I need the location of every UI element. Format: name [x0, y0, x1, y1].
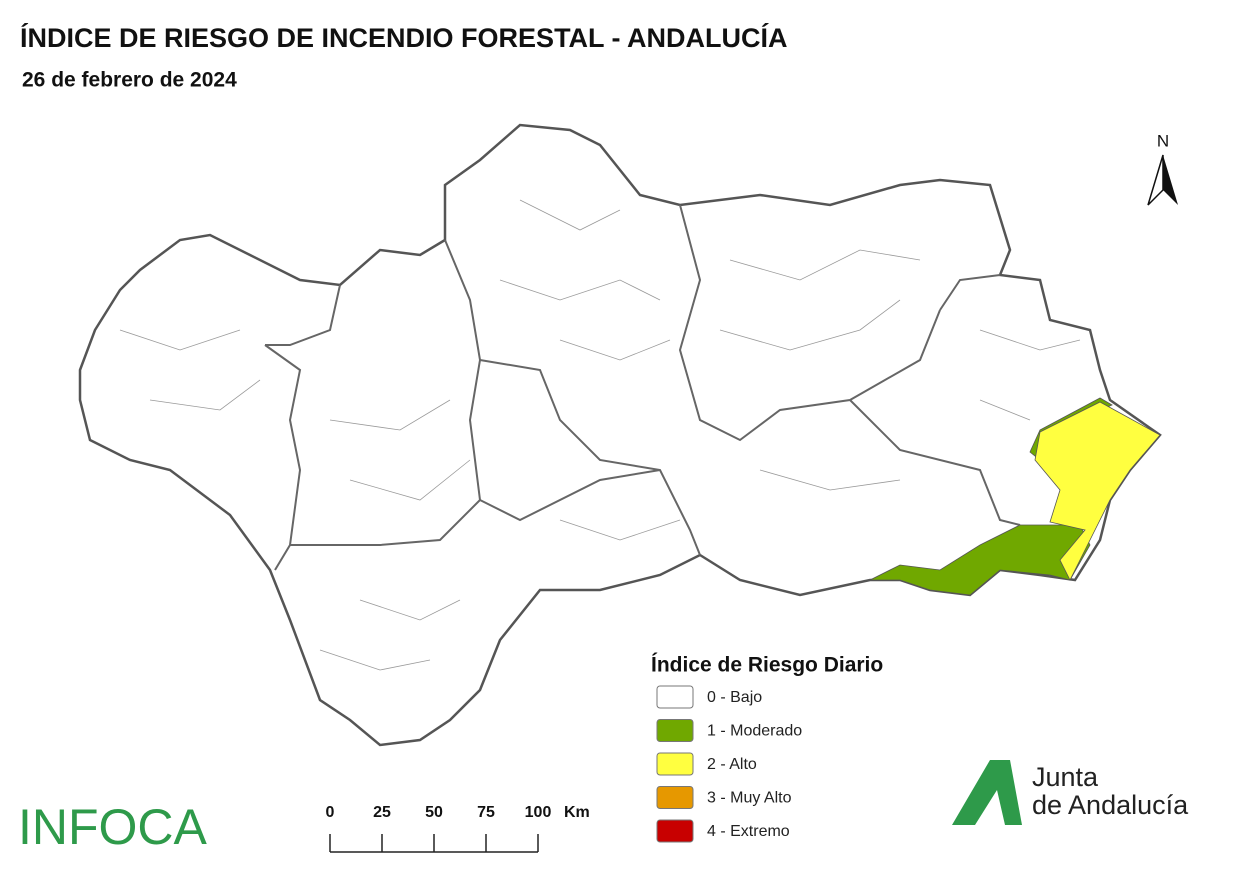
infoca-logo: INFOCA: [18, 799, 208, 855]
date: 26 de febrero de 2024: [22, 69, 237, 92]
scale-label: 0: [326, 804, 335, 821]
north-arrow: [1163, 155, 1178, 205]
region-high: [1034, 401, 1161, 581]
border: [119, 199, 1081, 671]
north-label: N: [1157, 131, 1169, 150]
border: [849, 399, 1021, 526]
legend-swatch: [656, 786, 694, 809]
legend-label: 0 - Bajo: [707, 689, 762, 706]
junta-logo-line2: de Andalucía: [1032, 790, 1189, 820]
scale-unit: Km: [564, 804, 590, 821]
legend-label: 4 - Extremo: [707, 823, 790, 840]
title: ÍNDICE DE RIESGO DE INCENDIO FORESTAL - …: [20, 22, 788, 53]
legend-label: 3 - Muy Alto: [707, 790, 792, 807]
scale-label: 100: [525, 804, 552, 821]
legend-label: 2 - Alto: [707, 756, 757, 773]
border: [264, 344, 302, 571]
scale-bar: 0 25 50 75 100 Km: [326, 804, 590, 853]
border: [678, 204, 941, 442]
map: [78, 123, 1162, 747]
legend-title: Índice de Riesgo Diario: [651, 654, 883, 677]
legend-swatch: [656, 719, 694, 742]
border: [290, 239, 482, 546]
junta-logo-line1: Junta: [1032, 762, 1099, 792]
junta-emblem: [952, 760, 1022, 825]
province-borders: [264, 204, 1021, 571]
border: [479, 469, 661, 522]
scale-label: 25: [373, 804, 391, 821]
legend-swatch: [656, 752, 694, 776]
scale-label: 75: [477, 804, 495, 821]
border: [939, 274, 1001, 311]
legend: 0 - Bajo 1 - Moderado 2 - Alto 3 - Muy Alto…: [656, 685, 802, 843]
border: [265, 284, 341, 346]
border: [479, 359, 701, 556]
scale-label: 50: [425, 804, 443, 821]
legend-swatch: [656, 685, 694, 709]
legend-label: 1 - Moderado: [707, 723, 802, 740]
municipal-borders: [119, 199, 1081, 671]
legend-swatch: [656, 819, 694, 843]
